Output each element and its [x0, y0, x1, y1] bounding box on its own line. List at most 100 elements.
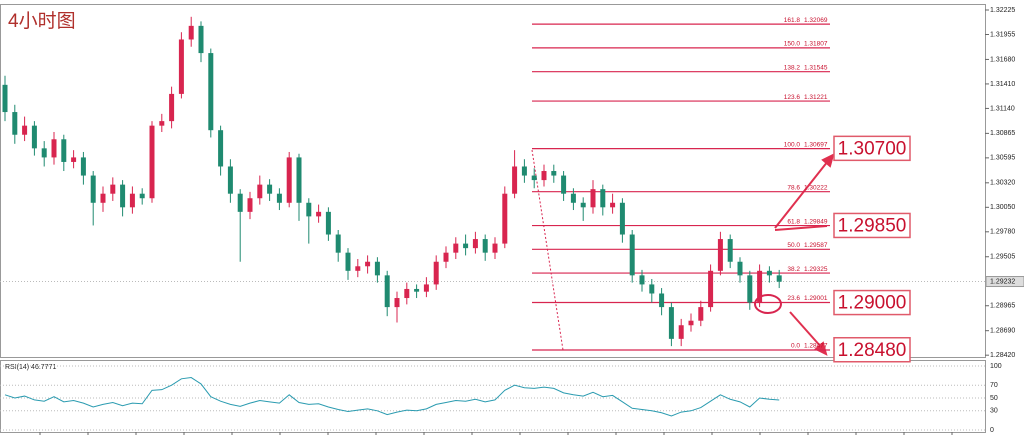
candle-body	[267, 184, 273, 194]
rsi-tick-label: 0	[990, 427, 994, 434]
target-box	[833, 212, 911, 239]
main-panel	[0, 4, 986, 358]
candle-body	[414, 288, 420, 292]
target-label: 1.28480	[838, 340, 907, 361]
rsi-tick-label: 70	[990, 382, 998, 389]
target-box	[833, 289, 911, 316]
candle-body	[198, 25, 204, 54]
candle-body	[257, 184, 263, 199]
candle-body	[31, 125, 37, 149]
candle-body	[629, 234, 635, 276]
fib-ratio: 123.6	[784, 94, 801, 101]
candle-body	[404, 288, 410, 299]
candle-body	[306, 202, 312, 217]
candle-body	[208, 53, 214, 131]
candle-body	[541, 171, 547, 181]
fib-ratio: 23.6	[787, 295, 800, 302]
fib-price: 1.30697	[804, 141, 828, 148]
candle-body	[619, 202, 625, 235]
candle-body	[423, 284, 429, 292]
fib-ratio: 161.8	[784, 17, 801, 24]
candle-body	[580, 202, 586, 208]
y-tick-label: 1.31410	[990, 81, 1015, 88]
candle-body	[698, 307, 704, 321]
fib-price: 1.29325	[804, 266, 828, 273]
candle-body	[639, 275, 645, 285]
candle-body	[521, 166, 527, 176]
candle-body	[80, 157, 86, 176]
candle-body	[159, 121, 165, 126]
candle-body	[178, 39, 184, 94]
arrow	[789, 311, 823, 349]
y-tick-label: 1.30320	[990, 180, 1015, 187]
rsi-line	[4, 377, 780, 417]
candle-body	[41, 148, 47, 158]
arrow	[774, 225, 828, 231]
candle-body	[561, 175, 567, 194]
candle-body	[61, 139, 67, 162]
candle-body	[120, 184, 126, 208]
fib-price: 1.29001	[804, 295, 828, 302]
candle-body	[551, 171, 557, 176]
chart-title: 4小时图	[8, 10, 76, 32]
y-tick-label: 1.28420	[990, 352, 1015, 359]
fib-ratio: 78.6	[787, 184, 800, 191]
candle-body	[502, 193, 508, 244]
candle-body	[110, 184, 116, 194]
target-box	[833, 336, 911, 363]
candle-body	[276, 193, 282, 203]
fib-price: 1.31545	[804, 64, 828, 71]
candle-body	[472, 239, 478, 249]
fib-ratio: 38.2	[787, 266, 800, 273]
candle-body	[747, 275, 753, 303]
last-price-label: 1.29232	[990, 278, 1015, 285]
candle-body	[2, 84, 8, 113]
candle-body	[149, 125, 155, 199]
candle-body	[22, 125, 28, 135]
target-box	[833, 135, 911, 162]
candle-body	[139, 193, 145, 199]
highlight-ellipse	[754, 294, 782, 314]
rsi-title: RSI(14) 46.7771	[5, 364, 56, 371]
candle-body	[394, 298, 400, 308]
fib-ratio: 50.0	[787, 242, 800, 249]
y-tick-label: 1.31140	[990, 105, 1015, 112]
fib-ratio: 61.8	[787, 218, 800, 225]
candle-body	[355, 266, 361, 271]
candle-body	[590, 189, 596, 208]
candle-body	[100, 193, 106, 203]
fib-ratio: 150.0	[784, 41, 801, 48]
candle-body	[384, 275, 390, 308]
y-tick-label: 1.30865	[990, 130, 1015, 137]
candle-body	[727, 239, 733, 262]
candle-body	[708, 270, 714, 308]
rsi-tick-label: 30	[990, 408, 998, 415]
candle-body	[345, 252, 351, 271]
fib-price: 1.32069	[804, 17, 828, 24]
candle-body	[453, 243, 459, 253]
rsi-tick-label: 100	[990, 363, 1002, 370]
candle-body	[325, 211, 331, 235]
candle-body	[433, 261, 439, 285]
fib-price: 1.29849	[804, 218, 828, 225]
y-tick-label: 1.31680	[990, 56, 1015, 63]
candle-body	[188, 25, 194, 40]
candle-body	[737, 261, 743, 276]
arrow-head	[821, 153, 835, 168]
candle-body	[600, 189, 606, 208]
target-label: 1.29850	[838, 215, 907, 236]
candle-body	[443, 252, 449, 262]
candle-body	[570, 193, 576, 203]
rsi-panel	[0, 360, 986, 433]
last-price-box	[985, 276, 1024, 288]
y-tick-label: 1.29505	[990, 254, 1015, 261]
arrows	[774, 153, 835, 356]
y-tick-label: 1.30595	[990, 155, 1015, 162]
candle-body	[668, 307, 674, 339]
candle-body	[51, 139, 57, 158]
candle-body	[659, 293, 665, 308]
fib-price: 1.31807	[804, 41, 828, 48]
candle-body	[237, 193, 243, 212]
candle-body	[335, 234, 341, 253]
candle-body	[12, 112, 18, 135]
